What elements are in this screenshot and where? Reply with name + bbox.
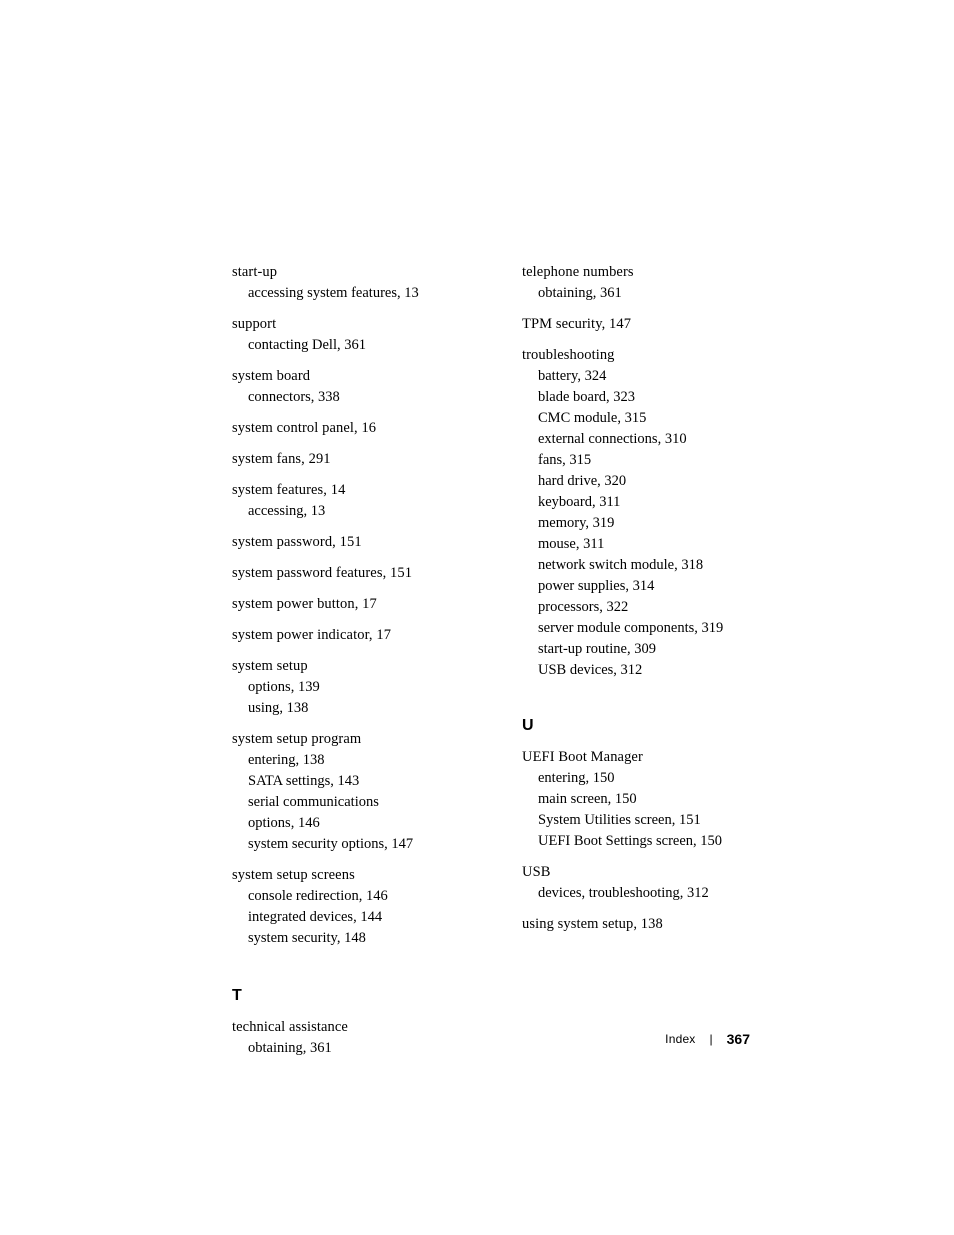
entry-sub: console redirection, 146 [232, 886, 460, 907]
entry-head: system setup program [232, 729, 460, 750]
entry-head: using system setup, 138 [522, 914, 750, 935]
entry-sub: start-up routine, 309 [522, 639, 750, 660]
index-entry: support contacting Dell, 361 [232, 314, 460, 356]
index-entry: system control panel, 16 [232, 418, 460, 439]
section-letter-T: T [232, 987, 460, 1005]
entry-sub: connectors, 338 [232, 387, 460, 408]
index-entry: system password, 151 [232, 532, 460, 553]
index-entry: TPM security, 147 [522, 314, 750, 335]
index-entry: using system setup, 138 [522, 914, 750, 935]
index-columns: start-up accessing system features, 13 s… [232, 262, 750, 1069]
entry-head: telephone numbers [522, 262, 750, 283]
entry-head: system board [232, 366, 460, 387]
entry-sub: integrated devices, 144 [232, 907, 460, 928]
entry-head: system setup [232, 656, 460, 677]
index-entry: telephone numbers obtaining, 361 [522, 262, 750, 304]
entry-head: system password features, 151 [232, 563, 460, 584]
entry-sub: obtaining, 361 [232, 1038, 460, 1059]
entry-head: system setup screens [232, 865, 460, 886]
entry-sub: memory, 319 [522, 513, 750, 534]
entry-sub: mouse, 311 [522, 534, 750, 555]
entry-sub: entering, 150 [522, 768, 750, 789]
entry-sub: options, 139 [232, 677, 460, 698]
page-footer: Index | 367 [665, 1031, 750, 1047]
index-entry: system board connectors, 338 [232, 366, 460, 408]
entry-head: support [232, 314, 460, 335]
entry-sub: obtaining, 361 [522, 283, 750, 304]
entry-head: troubleshooting [522, 345, 750, 366]
index-entry: system setup screens console redirection… [232, 865, 460, 949]
footer-separator: | [710, 1032, 713, 1046]
entry-head: system features, 14 [232, 480, 460, 501]
entry-sub: accessing, 13 [232, 501, 460, 522]
entry-head: USB [522, 862, 750, 883]
index-entry: system power indicator, 17 [232, 625, 460, 646]
index-entry: start-up accessing system features, 13 [232, 262, 460, 304]
entry-sub: CMC module, 315 [522, 408, 750, 429]
entry-sub: battery, 324 [522, 366, 750, 387]
footer-page-number: 367 [727, 1031, 750, 1047]
section-letter-U: U [522, 717, 750, 735]
index-entry: system password features, 151 [232, 563, 460, 584]
index-entry: system setup program entering, 138 SATA … [232, 729, 460, 855]
entry-sub: processors, 322 [522, 597, 750, 618]
index-page: start-up accessing system features, 13 s… [0, 0, 954, 1235]
entry-head: TPM security, 147 [522, 314, 750, 335]
entry-sub: System Utilities screen, 151 [522, 810, 750, 831]
entry-sub-wrap: options, 146 [232, 813, 460, 834]
entry-sub: server module components, 319 [522, 618, 750, 639]
index-entry: UEFI Boot Manager entering, 150 main scr… [522, 747, 750, 852]
entry-sub: system security, 148 [232, 928, 460, 949]
index-entry: system setup options, 139 using, 138 [232, 656, 460, 719]
entry-sub: hard drive, 320 [522, 471, 750, 492]
entry-sub: network switch module, 318 [522, 555, 750, 576]
right-column: telephone numbers obtaining, 361 TPM sec… [522, 262, 750, 1069]
entry-sub: serial communications [232, 792, 460, 813]
entry-sub: fans, 315 [522, 450, 750, 471]
entry-sub: system security options, 147 [232, 834, 460, 855]
entry-head: system fans, 291 [232, 449, 460, 470]
entry-head: system power button, 17 [232, 594, 460, 615]
entry-sub: accessing system features, 13 [232, 283, 460, 304]
entry-sub: SATA settings, 143 [232, 771, 460, 792]
index-entry: system fans, 291 [232, 449, 460, 470]
entry-sub: USB devices, 312 [522, 660, 750, 681]
entry-head: technical assistance [232, 1017, 460, 1038]
entry-sub: devices, troubleshooting, 312 [522, 883, 750, 904]
entry-sub: external connections, 310 [522, 429, 750, 450]
index-entry: system power button, 17 [232, 594, 460, 615]
entry-sub: UEFI Boot Settings screen, 150 [522, 831, 750, 852]
entry-head: UEFI Boot Manager [522, 747, 750, 768]
index-entry: troubleshooting battery, 324 blade board… [522, 345, 750, 681]
entry-sub: contacting Dell, 361 [232, 335, 460, 356]
index-entry: technical assistance obtaining, 361 [232, 1017, 460, 1059]
entry-head: system control panel, 16 [232, 418, 460, 439]
entry-sub: keyboard, 311 [522, 492, 750, 513]
entry-sub: main screen, 150 [522, 789, 750, 810]
entry-sub: using, 138 [232, 698, 460, 719]
entry-head: start-up [232, 262, 460, 283]
entry-head: system power indicator, 17 [232, 625, 460, 646]
index-entry: USB devices, troubleshooting, 312 [522, 862, 750, 904]
entry-sub: entering, 138 [232, 750, 460, 771]
footer-section-label: Index [665, 1032, 695, 1046]
entry-sub: blade board, 323 [522, 387, 750, 408]
entry-sub: power supplies, 314 [522, 576, 750, 597]
index-entry: system features, 14 accessing, 13 [232, 480, 460, 522]
entry-head: system password, 151 [232, 532, 460, 553]
left-column: start-up accessing system features, 13 s… [232, 262, 460, 1069]
